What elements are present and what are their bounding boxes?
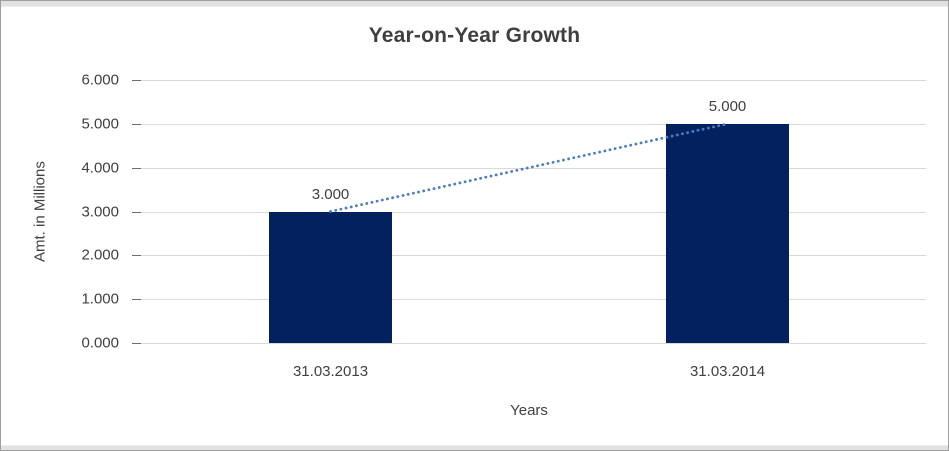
trend-svg <box>329 122 729 213</box>
trend-line <box>329 122 729 213</box>
gridline <box>132 80 926 81</box>
gridline <box>132 211 926 213</box>
gridline <box>132 255 926 257</box>
y-tick-label: 2.000 <box>81 246 119 264</box>
gridline <box>132 343 926 344</box>
y-axis-tick <box>132 299 141 301</box>
frame-bottom-strip <box>1 445 948 450</box>
frame-top-strip <box>1 1 948 7</box>
y-tick-label: 0.000 <box>81 334 119 352</box>
y-tick-label: 3.000 <box>81 203 119 220</box>
y-tick-label: 1.000 <box>81 290 119 308</box>
y-axis-tick <box>132 343 141 344</box>
y-tick-label: 4.000 <box>81 159 119 177</box>
plot-area: 0.000 1.000 2.000 3.000 4.000 5.000 6.000 3.000… <box>81 72 926 352</box>
y-axis-tick <box>132 211 141 213</box>
bar-value-label: 3.000 <box>311 185 350 203</box>
gridline <box>132 299 926 301</box>
bar <box>665 123 790 343</box>
x-axis-title: Years <box>510 402 548 419</box>
y-axis-title: Amt. in Millions <box>31 161 49 262</box>
x-category-label: 31.03.2013 <box>292 363 369 380</box>
bar-value-label: 5.000 <box>708 97 747 115</box>
y-tick-label: 5.000 <box>81 115 119 133</box>
bar <box>268 211 393 343</box>
chart-title: Year-on-Year Growth <box>368 24 581 47</box>
x-category-label: 31.03.2014 <box>689 363 766 380</box>
gridline <box>132 167 926 169</box>
y-axis-tick <box>132 255 141 257</box>
gridline <box>132 123 926 125</box>
y-axis-tick <box>132 80 141 81</box>
y-tick-label: 6.000 <box>81 71 119 89</box>
y-axis-tick <box>132 123 141 125</box>
y-axis-tick <box>132 167 141 169</box>
